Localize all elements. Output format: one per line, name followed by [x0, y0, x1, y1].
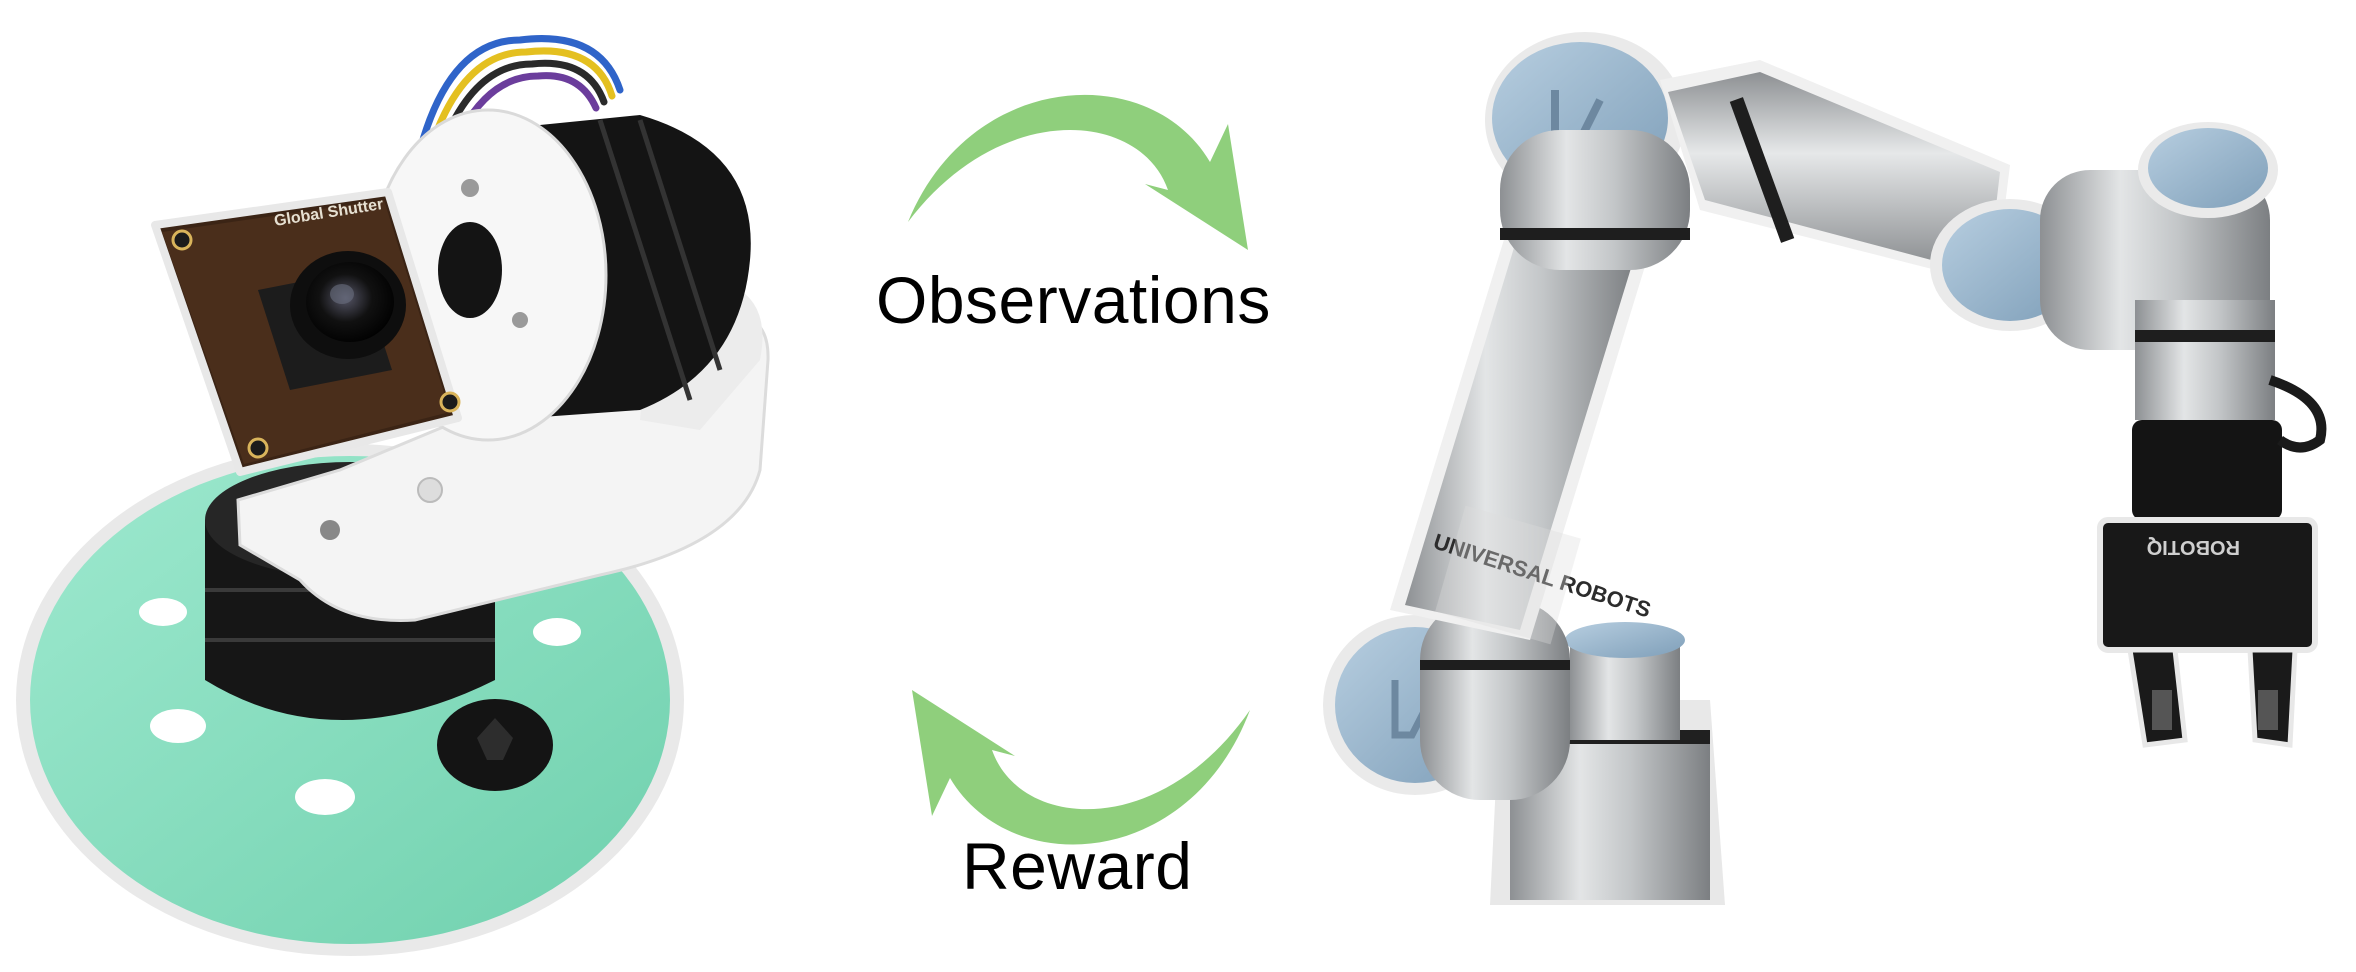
- gripper-brand-label: ROBOTIQ: [2147, 536, 2240, 558]
- reward-arrow: [912, 690, 1250, 845]
- screw-icon: [437, 699, 553, 791]
- elbow-joint: [1485, 32, 1690, 270]
- lower-arm-link: UNIVERSAL ROBOTS: [1390, 220, 1654, 645]
- camera-board: Global Shutter: [151, 188, 462, 476]
- observations-label: Observations: [876, 263, 1271, 337]
- wrist-joint: [1930, 122, 2278, 420]
- reward-label: Reward: [962, 829, 1193, 903]
- robotiq-gripper: ROBOTIQ: [2097, 375, 2327, 748]
- camera-cables: [416, 35, 624, 160]
- upper-arm-link: [1660, 60, 2010, 285]
- shoulder-joint: [1323, 600, 1570, 800]
- pan-tilt-camera: Global Shutter: [16, 35, 770, 956]
- observations-arrow: [908, 94, 1248, 250]
- robot-arm: UNIVERSAL ROBOTS: [1323, 32, 2327, 905]
